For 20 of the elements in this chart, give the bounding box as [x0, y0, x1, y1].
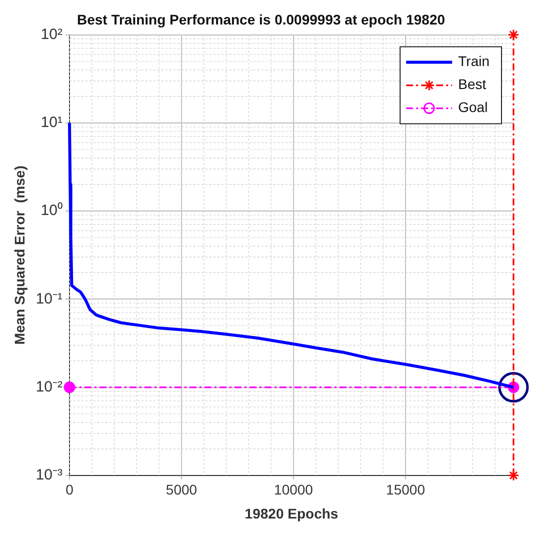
x-tick-label: 10000 — [274, 482, 314, 498]
legend-label: Goal — [458, 99, 488, 116]
point — [508, 470, 520, 482]
x-tick-label: 0 — [66, 482, 74, 498]
point — [498, 372, 529, 403]
point — [64, 382, 76, 394]
legend-label: Train — [458, 53, 490, 70]
y-tick-label: 10⁰ — [40, 202, 62, 220]
chart-title: Best Training Performance is 0.0099993 at epoch 19820 — [76, 11, 446, 28]
y-tick-label: 10⁻¹ — [36, 290, 62, 308]
x-tick-label: 15000 — [386, 482, 426, 498]
legend-label: Best — [458, 76, 486, 92]
y-tick-label: 10¹ — [40, 114, 62, 132]
y-tick-label: 10⁻² — [36, 378, 62, 396]
point — [508, 29, 520, 41]
y-tick-label: 10⁻³ — [36, 466, 62, 484]
x-tick-label: 5000 — [166, 482, 198, 498]
x-axis-title: 19820 Epochs — [244, 505, 338, 522]
y-tick-label: 10² — [40, 26, 62, 43]
y-axis-title: Mean Squared Error (mse) — [11, 166, 28, 345]
